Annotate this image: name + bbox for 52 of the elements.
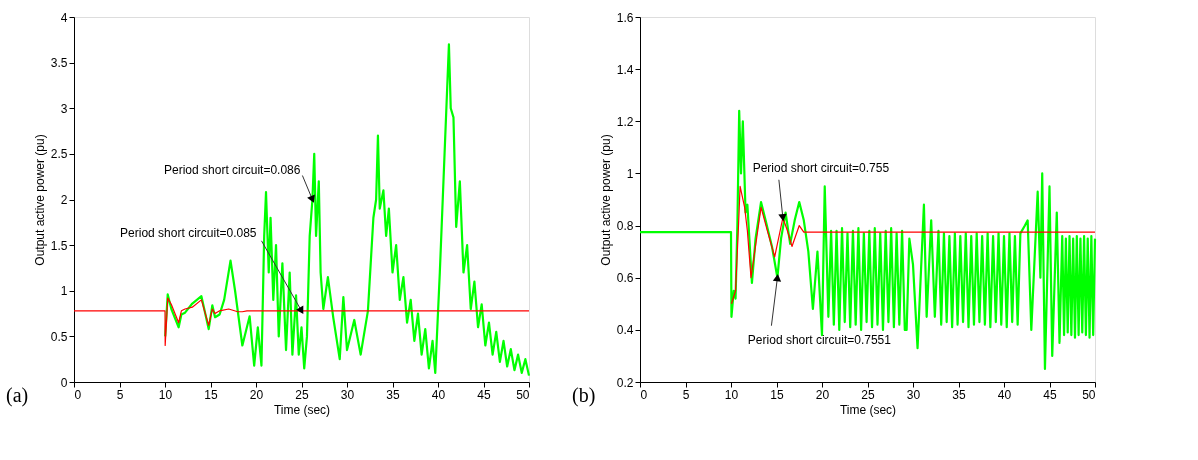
- y-axis-title: Output active power (pu): [598, 134, 613, 266]
- y-tick-label: 1.4: [616, 62, 634, 77]
- y-tick-label: 3: [60, 101, 68, 116]
- annotation: Period short circuit=0.7551: [747, 332, 892, 347]
- line-series: [638, 109, 1097, 371]
- y-tick-label: 1.5: [50, 238, 68, 253]
- y-tick-label: 0.8: [616, 219, 634, 234]
- x-tick-label: 35: [386, 387, 400, 402]
- y-axis-title: Output active power (pu): [32, 134, 47, 266]
- annotation: Period short circuit=0.086: [164, 162, 301, 177]
- y-tick-label: 2.5: [50, 147, 68, 162]
- x-axis-title: Time (sec): [839, 402, 897, 417]
- y-tick-label: 0: [60, 375, 68, 390]
- x-tick-label: 40: [997, 387, 1012, 402]
- x-tick-label: 15: [204, 387, 218, 402]
- x-tick-label: 50: [1082, 387, 1096, 402]
- x-tick-label: 45: [1043, 387, 1057, 402]
- y-tick-label: 0.4: [616, 323, 634, 338]
- y-tick-label: 1: [626, 166, 634, 181]
- text: (b): [572, 384, 596, 407]
- x-tick-label: 0: [74, 387, 82, 402]
- y-tick-label: 0.6: [616, 271, 634, 286]
- x-tick-label: 45: [477, 387, 491, 402]
- x-tick-label: 0: [640, 387, 648, 402]
- x-tick-label: 35: [952, 387, 966, 402]
- y-tick-label: 1.6: [616, 10, 634, 25]
- x-tick-label: 10: [724, 387, 739, 402]
- x-tick-label: 40: [431, 387, 446, 402]
- x-tick-label: 15: [770, 387, 784, 402]
- y-tick-label: 0.2: [616, 375, 634, 390]
- annotation: Period short circuit=0.085: [120, 225, 257, 240]
- x-axis-title: Time (sec): [273, 402, 331, 417]
- x-tick-label: 10: [158, 387, 173, 402]
- x-tick-label: 20: [249, 387, 264, 402]
- y-tick-label: 2: [60, 193, 68, 207]
- line-series: [73, 297, 530, 347]
- y-tick-label: 1.2: [616, 114, 634, 129]
- y-tick-label: 3.5: [50, 56, 68, 71]
- x-tick-label: 20: [815, 387, 830, 402]
- x-tick-label: 50: [516, 387, 530, 402]
- line-series: [730, 185, 1096, 305]
- x-tick-label: 25: [295, 387, 309, 402]
- x-tick-label: 25: [861, 387, 875, 402]
- x-tick-label: 30: [906, 387, 921, 402]
- y-tick-label: 0.5: [50, 329, 68, 344]
- x-tick-label: 5: [116, 387, 124, 402]
- y-tick-label: 1: [60, 284, 68, 299]
- text: (a): [6, 384, 29, 407]
- y-tick-label: 4: [60, 10, 68, 25]
- annotation: Period short circuit=0.755: [752, 160, 890, 175]
- x-tick-label: 5: [682, 387, 690, 402]
- x-tick-label: 30: [340, 387, 355, 402]
